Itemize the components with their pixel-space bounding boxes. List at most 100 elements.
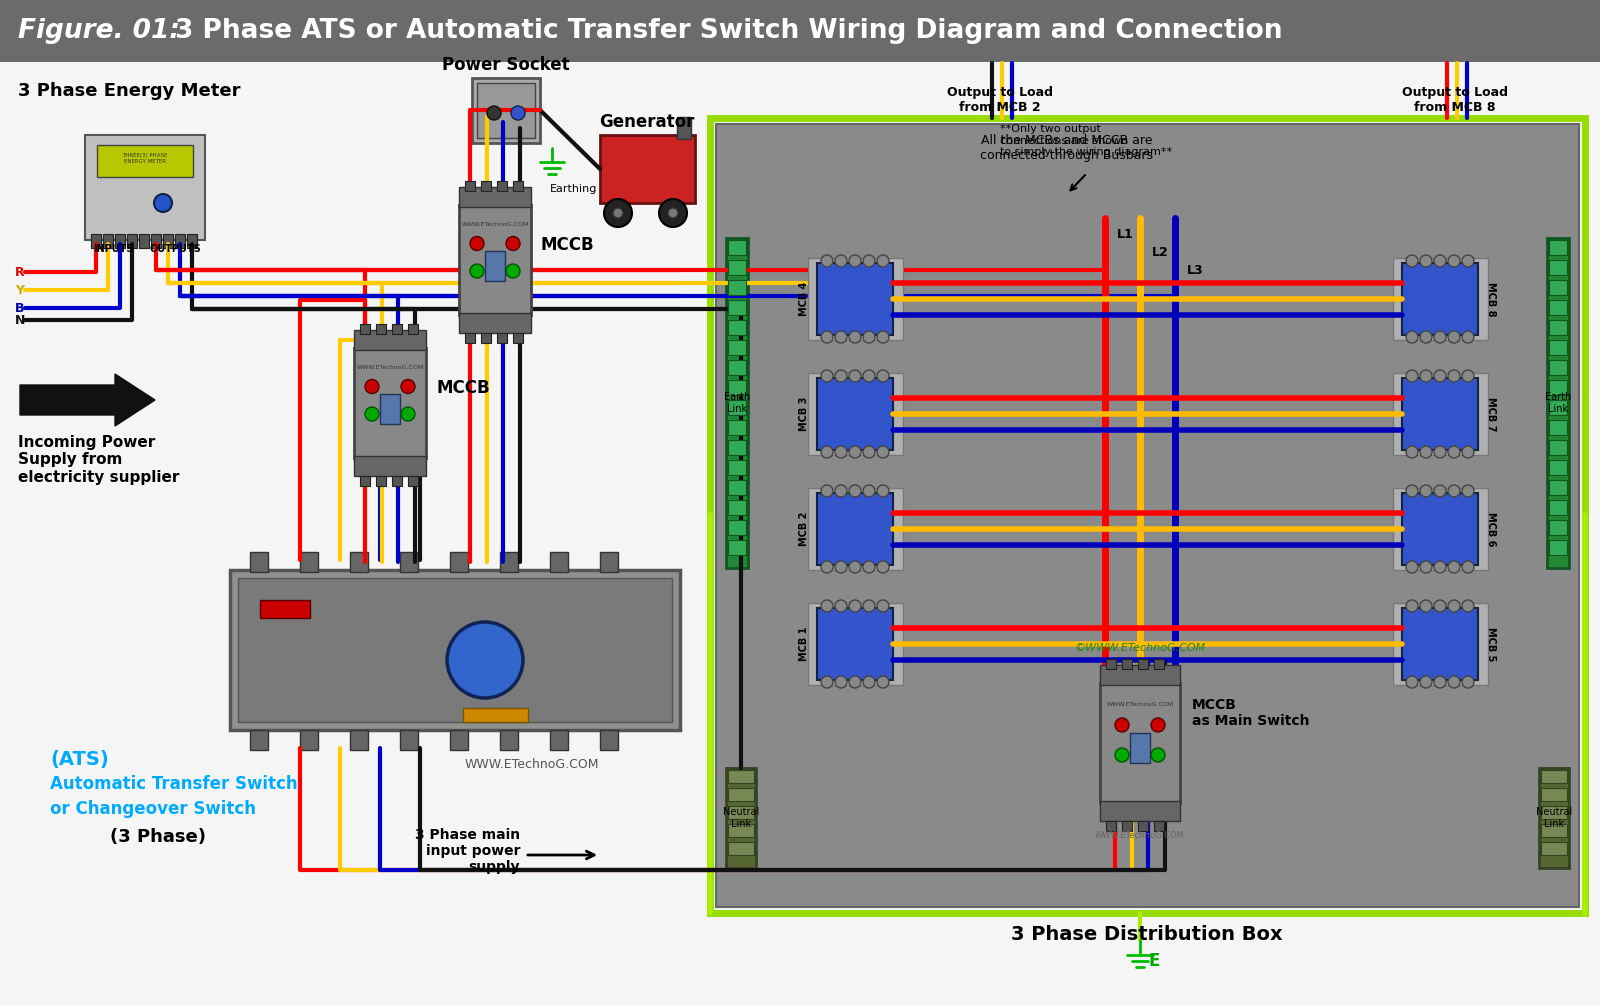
Circle shape xyxy=(1421,600,1432,612)
Circle shape xyxy=(1462,255,1474,267)
Bar xyxy=(498,333,507,343)
Bar xyxy=(728,340,746,355)
Text: L2: L2 xyxy=(1152,246,1168,259)
Circle shape xyxy=(506,236,520,250)
Circle shape xyxy=(1462,485,1474,497)
Bar xyxy=(392,476,402,486)
Circle shape xyxy=(1406,561,1418,573)
Circle shape xyxy=(1406,370,1418,382)
Bar xyxy=(1394,373,1488,455)
Polygon shape xyxy=(19,374,155,426)
Circle shape xyxy=(1434,370,1446,382)
Text: MCB 2: MCB 2 xyxy=(798,512,810,546)
Circle shape xyxy=(1406,331,1418,343)
Circle shape xyxy=(1421,331,1432,343)
Circle shape xyxy=(506,264,520,278)
Bar xyxy=(1549,440,1566,455)
Bar xyxy=(230,570,680,730)
Bar xyxy=(677,117,691,139)
Text: 3 Phase Energy Meter: 3 Phase Energy Meter xyxy=(18,82,240,100)
Circle shape xyxy=(470,236,483,250)
Bar xyxy=(450,730,467,750)
Bar xyxy=(381,394,400,424)
Text: Neutral
Link: Neutral Link xyxy=(723,807,758,829)
Bar xyxy=(498,181,507,191)
Bar xyxy=(728,400,746,415)
Circle shape xyxy=(821,370,834,382)
Bar xyxy=(126,234,138,248)
Bar xyxy=(726,768,757,868)
Bar xyxy=(1549,540,1566,555)
Circle shape xyxy=(850,561,861,573)
Circle shape xyxy=(1421,255,1432,267)
Bar xyxy=(600,135,694,203)
Circle shape xyxy=(154,194,173,212)
Bar xyxy=(808,488,902,570)
Circle shape xyxy=(446,622,523,698)
Circle shape xyxy=(1462,331,1474,343)
Bar xyxy=(728,300,746,315)
Bar xyxy=(1549,460,1566,475)
Bar xyxy=(238,578,672,722)
Text: WWW.ETechnoG.COM: WWW.ETechnoG.COM xyxy=(1106,702,1174,708)
Text: Power Socket: Power Socket xyxy=(442,56,570,74)
Bar xyxy=(91,234,101,248)
Bar xyxy=(408,324,418,334)
Bar xyxy=(350,730,368,750)
Text: Output to Load
from MCB 8: Output to Load from MCB 8 xyxy=(1402,86,1507,114)
Circle shape xyxy=(821,485,834,497)
Circle shape xyxy=(835,676,846,688)
Circle shape xyxy=(850,600,861,612)
Bar xyxy=(1541,842,1566,855)
Bar xyxy=(728,824,754,837)
Text: Output to Load
from MCB 2: Output to Load from MCB 2 xyxy=(947,86,1053,114)
Text: WWW.ETechnoG.COM: WWW.ETechnoG.COM xyxy=(461,222,528,227)
Bar xyxy=(392,324,402,334)
Text: THREE(3) PHASE
ENERGY METER: THREE(3) PHASE ENERGY METER xyxy=(122,153,168,164)
Text: Automatic Transfer Switch: Automatic Transfer Switch xyxy=(50,775,298,793)
Circle shape xyxy=(835,600,846,612)
Circle shape xyxy=(877,676,890,688)
Circle shape xyxy=(1421,561,1432,573)
Circle shape xyxy=(1406,446,1418,458)
Bar xyxy=(139,234,149,248)
Bar xyxy=(1402,493,1478,565)
Bar xyxy=(174,234,186,248)
Bar xyxy=(808,373,902,455)
Circle shape xyxy=(1115,748,1130,762)
Text: B: B xyxy=(14,302,24,315)
Circle shape xyxy=(821,676,834,688)
Bar xyxy=(85,135,205,240)
Bar xyxy=(728,380,746,395)
Bar xyxy=(550,730,568,750)
Bar xyxy=(818,493,893,565)
Bar xyxy=(376,476,386,486)
Bar xyxy=(250,552,269,572)
Text: WWW.ETechnoG.COM: WWW.ETechnoG.COM xyxy=(466,758,600,771)
Circle shape xyxy=(1448,561,1459,573)
Bar xyxy=(301,730,318,750)
Text: MCB 3: MCB 3 xyxy=(798,397,810,431)
Bar xyxy=(600,730,618,750)
Text: **Only two output
connections are shown
to simply the wiring diagram**: **Only two output connections are shown … xyxy=(1000,124,1173,157)
Circle shape xyxy=(1448,600,1459,612)
Circle shape xyxy=(1448,676,1459,688)
Bar xyxy=(808,603,902,685)
Circle shape xyxy=(1406,676,1418,688)
Circle shape xyxy=(1150,748,1165,762)
Bar xyxy=(808,258,902,340)
Circle shape xyxy=(1462,676,1474,688)
Circle shape xyxy=(1421,485,1432,497)
Circle shape xyxy=(821,331,834,343)
Bar xyxy=(1549,400,1566,415)
Text: (ATS): (ATS) xyxy=(50,750,109,769)
Bar xyxy=(1101,801,1181,821)
Text: (3 Phase): (3 Phase) xyxy=(110,828,206,846)
Bar xyxy=(482,181,491,191)
Text: MCB 5: MCB 5 xyxy=(1486,627,1496,661)
Bar xyxy=(710,118,1586,913)
Bar xyxy=(717,124,1579,907)
Circle shape xyxy=(669,208,678,218)
Bar xyxy=(1130,734,1150,764)
Bar xyxy=(818,263,893,335)
